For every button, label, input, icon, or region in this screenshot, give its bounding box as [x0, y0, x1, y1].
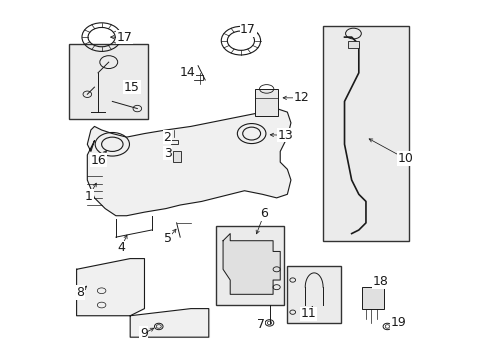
Text: 1: 1 — [85, 190, 93, 203]
Polygon shape — [87, 109, 290, 216]
Text: 19: 19 — [389, 316, 405, 329]
Text: 15: 15 — [124, 81, 140, 94]
Text: 5: 5 — [163, 233, 171, 246]
Text: 14: 14 — [179, 66, 195, 79]
Bar — [287, 266, 340, 323]
Text: 10: 10 — [396, 152, 412, 165]
Bar — [69, 44, 148, 119]
Text: 11: 11 — [300, 307, 316, 320]
Bar — [194, 75, 203, 80]
Text: 7: 7 — [256, 318, 264, 331]
Text: 12: 12 — [293, 91, 309, 104]
Bar — [347, 41, 358, 48]
Polygon shape — [77, 258, 144, 316]
Bar — [255, 89, 278, 116]
Text: 4: 4 — [117, 241, 125, 255]
Text: 17: 17 — [240, 23, 256, 36]
Text: 18: 18 — [371, 275, 387, 288]
Text: 8: 8 — [76, 286, 84, 299]
Text: 2: 2 — [163, 131, 171, 144]
Text: 16: 16 — [91, 154, 106, 167]
Polygon shape — [130, 309, 208, 337]
Bar — [362, 287, 383, 309]
Bar — [171, 140, 177, 144]
Text: 13: 13 — [277, 129, 293, 142]
Bar — [173, 152, 181, 162]
Bar — [216, 226, 283, 305]
Text: 3: 3 — [163, 147, 171, 160]
Text: 6: 6 — [260, 207, 267, 220]
Bar — [323, 26, 408, 241]
Text: 17: 17 — [117, 31, 133, 44]
Text: 9: 9 — [140, 327, 147, 340]
Polygon shape — [223, 234, 280, 294]
